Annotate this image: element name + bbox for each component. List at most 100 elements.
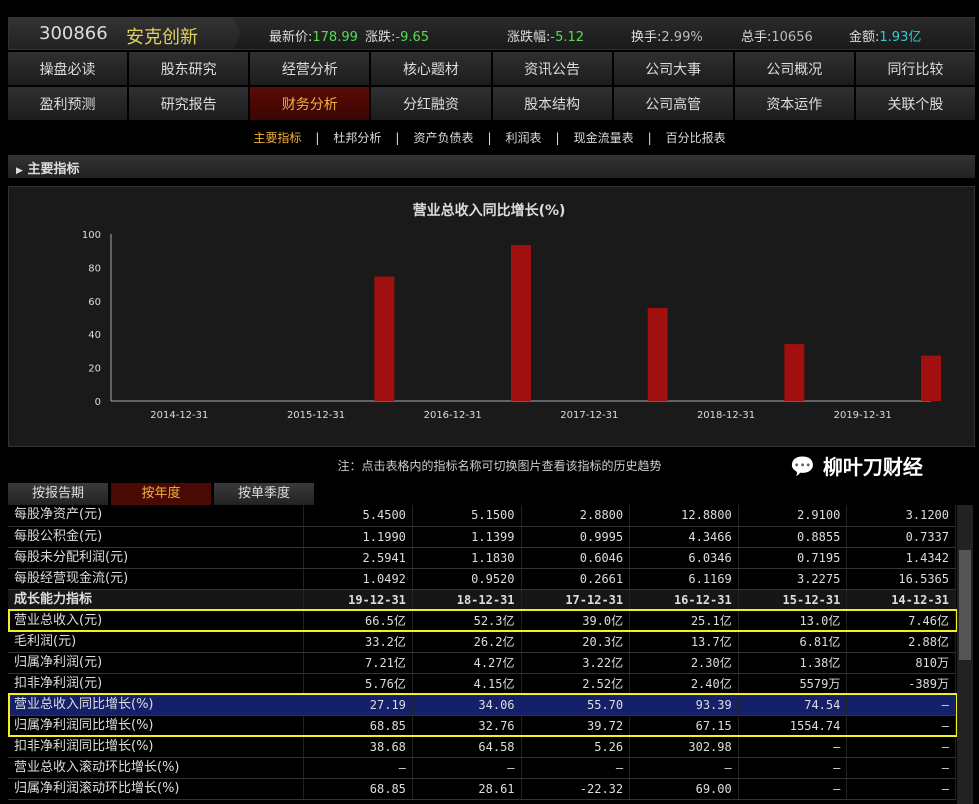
cell-value: 6.1169: [629, 568, 739, 590]
row-label[interactable]: 每股经营现金流(元): [8, 568, 305, 590]
table-row[interactable]: 每股未分配利润(元) 2.5941 1.1830 0.6046 6.0346 0.7195…: [8, 547, 956, 569]
cell-value: 16.5365: [846, 568, 956, 590]
x-tick-label: 2019-12-31: [834, 410, 892, 421]
nav-tab[interactable]: 经营分析: [250, 52, 370, 85]
row-label[interactable]: 归属净利润同比增长(%): [8, 715, 305, 737]
nav-tab[interactable]: 公司概况: [734, 52, 854, 85]
row-label[interactable]: 营业总收入滚动环比增长(%): [8, 757, 305, 779]
table-row[interactable]: 毛利润(元) 33.2亿 26.2亿 20.3亿 13.7亿 6.81亿 2.88亿: [8, 631, 956, 653]
table-row[interactable]: 归属净利润滚动环比增长(%) 68.85 28.61 -22.32 69.00— —: [8, 778, 956, 800]
nav-tab[interactable]: 股本结构: [492, 87, 612, 120]
sub-nav-link[interactable]: 资产负债表: [413, 131, 474, 145]
cell-value: 5579万: [738, 673, 848, 695]
period-tabs: 按报告期 按年度 按单季度: [8, 483, 314, 505]
table-row[interactable]: 营业总收入滚动环比增长(%) — — — — — —: [8, 757, 956, 779]
table-row[interactable]: 每股净资产(元) 5.4500 5.1500 2.8800 12.8800 2.9100 3…: [8, 505, 956, 527]
cell-value: 0.6046: [521, 547, 631, 569]
nav-tab[interactable]: 研究报告: [129, 87, 249, 120]
nav-tab[interactable]: 核心题材: [371, 52, 491, 85]
table-row[interactable]: 营业总收入同比增长(%) 27.19 34.06 55.70 93.39 74.54—: [8, 694, 956, 716]
cell-value: 1.1990: [303, 526, 413, 548]
y-tick-label: 80: [88, 263, 101, 274]
cell-value: 1.0492: [303, 568, 413, 590]
cell-value: 68.85: [303, 778, 413, 800]
stat-value: -9.65: [395, 30, 430, 45]
nav-row-1: 操盘必读 股东研究 经营分析 核心题材 资讯公告 公司大事 公司概况 同行比较: [8, 52, 975, 85]
stat-item: 换手:2.99%: [631, 26, 703, 45]
cell-value: 3.1200: [846, 505, 956, 527]
table-row[interactable]: 营业总收入(元) 66.5亿 52.3亿 39.0亿 25.1亿 13.0亿 7.46亿: [8, 610, 956, 632]
cell-value: 93.39: [629, 694, 739, 716]
nav-tab[interactable]: 盈利预测: [8, 87, 128, 120]
cell-value: 18-12-31: [412, 589, 522, 611]
table-row[interactable]: 扣非净利润同比增长(%) 38.68 64.58 5.26 302.98— —: [8, 736, 956, 758]
table-row[interactable]: 每股经营现金流(元) 1.0492 0.9520 0.2661 6.1169 3.2275…: [8, 568, 956, 590]
nav-tab[interactable]: 公司高管: [613, 87, 733, 120]
stat-item: 最新价:178.99: [269, 26, 358, 45]
cell-value: 6.0346: [629, 547, 739, 569]
cell-value: 4.3466: [629, 526, 739, 548]
nav-tab[interactable]: 分红融资: [371, 87, 491, 120]
nav-tab[interactable]: 股东研究: [129, 52, 249, 85]
scrollbar-thumb[interactable]: [959, 550, 971, 660]
row-label[interactable]: 归属净利润(元): [8, 652, 305, 674]
table-row[interactable]: 扣非净利润(元) 5.76亿 4.15亿 2.52亿 2.40亿 5579万 -389万: [8, 673, 956, 695]
cell-value: 74.54: [738, 694, 848, 716]
nav-tab[interactable]: 关联个股: [855, 87, 975, 120]
period-tab[interactable]: 按年度: [111, 483, 211, 505]
sub-nav-link[interactable]: 主要指标: [253, 131, 302, 145]
nav-tab[interactable]: 财务分析: [250, 87, 370, 120]
row-label[interactable]: 每股净资产(元): [8, 505, 305, 527]
sub-nav-link[interactable]: 现金流量表: [573, 131, 634, 145]
stock-id: 300866 安克创新: [9, 18, 241, 49]
cell-value: 2.40亿: [629, 673, 739, 695]
x-tick-label: 2018-12-31: [697, 410, 755, 421]
nav-tab[interactable]: 操盘必读: [8, 52, 128, 85]
cell-value: 2.52亿: [521, 673, 631, 695]
cell-value: 7.21亿: [303, 652, 413, 674]
cell-value: 5.26: [521, 736, 631, 758]
table-row[interactable]: 每股公积金(元) 1.1990 1.1399 0.9995 4.3466 0.8855 0.…: [8, 526, 956, 548]
cell-value: 55.70: [521, 694, 631, 716]
cell-value: 2.8800: [521, 505, 631, 527]
sub-nav-link[interactable]: 百分比报表: [665, 131, 726, 145]
separator: |: [647, 131, 652, 145]
bar[interactable]: [374, 276, 395, 401]
row-label[interactable]: 扣非净利润(元): [8, 673, 305, 695]
scrollbar[interactable]: [957, 505, 973, 804]
row-label[interactable]: 毛利润(元): [8, 631, 305, 653]
bar[interactable]: [511, 245, 531, 401]
row-label[interactable]: 每股未分配利润(元): [8, 547, 305, 569]
row-label[interactable]: 扣非净利润同比增长(%): [8, 736, 305, 758]
table-row[interactable]: 归属净利润(元) 7.21亿 4.27亿 3.22亿 2.30亿 1.38亿 810万: [8, 652, 956, 674]
cell-value: 6.81亿: [738, 631, 848, 653]
period-tab[interactable]: 按报告期: [8, 483, 108, 505]
nav-tab[interactable]: 同行比较: [855, 52, 975, 85]
nav-tab[interactable]: 公司大事: [613, 52, 733, 85]
nav-tab[interactable]: 资讯公告: [492, 52, 612, 85]
row-label[interactable]: 成长能力指标: [8, 589, 305, 611]
section-header[interactable]: ▶ 主要指标: [8, 155, 975, 178]
bar[interactable]: [921, 355, 941, 401]
y-tick-label: 20: [88, 364, 101, 375]
table-section-header[interactable]: 成长能力指标 19-12-31 18-12-31 17-12-31 16-12-31 15…: [8, 589, 956, 611]
cell-value: 0.9995: [521, 526, 631, 548]
cell-value: -389万: [846, 673, 956, 695]
bar[interactable]: [647, 307, 668, 401]
cell-value: 4.27亿: [412, 652, 522, 674]
cell-value: 1.1830: [412, 547, 522, 569]
cell-value: 34.06: [412, 694, 522, 716]
nav-tab[interactable]: 资本运作: [734, 87, 854, 120]
row-label[interactable]: 归属净利润滚动环比增长(%): [8, 778, 305, 800]
cell-value: 26.2亿: [412, 631, 522, 653]
bar[interactable]: [784, 344, 805, 401]
period-tab[interactable]: 按单季度: [214, 483, 314, 505]
cell-value: —: [846, 757, 956, 779]
sub-nav-link[interactable]: 杜邦分析: [333, 131, 382, 145]
chart-panel: 营业总收入同比增长(%) 0 20 40 60 80 100 2014-12-31 2015-1…: [8, 186, 975, 447]
row-label[interactable]: 营业总收入同比增长(%): [8, 694, 305, 716]
cell-value: 69.00: [629, 778, 739, 800]
sub-nav-link[interactable]: 利润表: [505, 131, 542, 145]
row-label[interactable]: 每股公积金(元): [8, 526, 305, 548]
x-tick-label: 2017-12-31: [560, 410, 618, 421]
